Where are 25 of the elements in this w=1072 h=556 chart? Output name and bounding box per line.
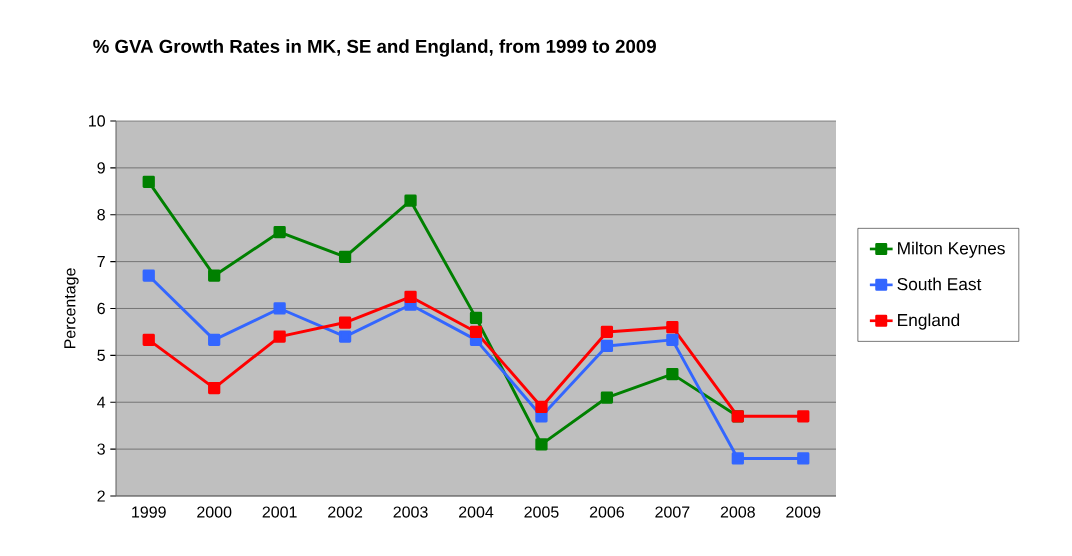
x-tick-label: 2009 [786,506,821,518]
y-tick-label: 3 [97,443,105,455]
y-axis-title: Percentage [64,268,79,349]
legend-label: England [898,313,960,330]
x-tick-label: 2001 [262,506,297,518]
chart-title: % GVA Growth Rates in MK, SE and England, from 1999 to 2009 [93,39,656,57]
x-tick-label: 2003 [393,506,428,518]
legend-label: South East [897,277,982,291]
y-tick-label: 10 [89,115,105,127]
y-tick-label: 7 [97,256,105,268]
y-tick-label: 5 [97,349,105,361]
y-tick-label: 6 [97,302,105,315]
legend-label: Milton Keynes [898,241,1005,258]
x-tick-label: 2004 [459,506,494,518]
x-tick-label: 2008 [720,506,755,518]
y-tick-label: 8 [97,209,105,221]
y-tick-label: 2 [97,490,105,502]
x-tick-label: 2000 [197,506,232,518]
x-tick-label: 2006 [589,506,624,518]
x-tick-label: 1999 [132,506,166,518]
y-tick-label: 4 [97,396,106,408]
x-tick-label: 2007 [655,506,690,518]
y-tick-label: 9 [97,162,105,174]
x-tick-label: 2002 [328,506,363,518]
x-tick-label: 2005 [524,506,559,518]
